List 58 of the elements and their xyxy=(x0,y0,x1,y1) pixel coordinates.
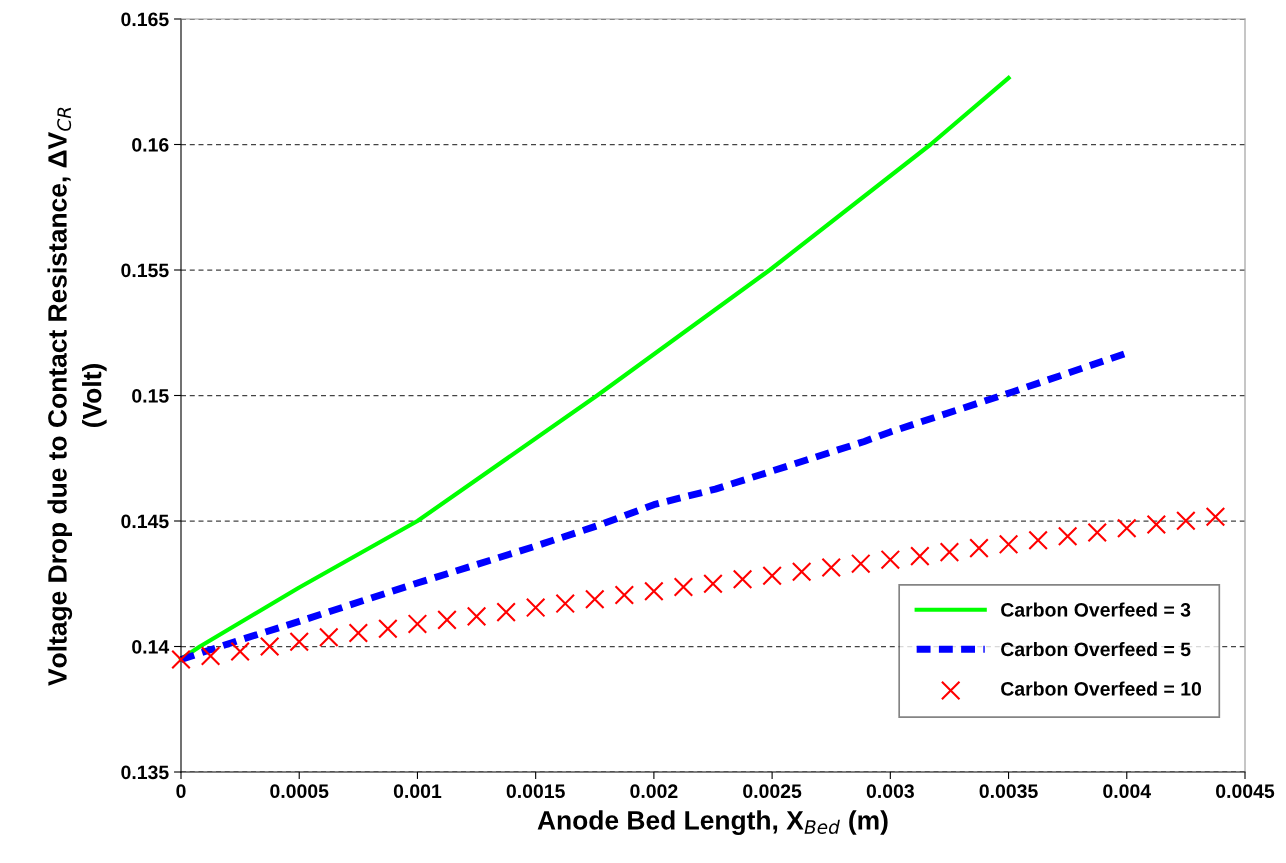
y-tick-label: 0.145 xyxy=(121,514,169,529)
y-tick-label: 0.14 xyxy=(132,639,170,654)
x-tick-label: 0.0015 xyxy=(506,784,565,799)
point xyxy=(200,646,221,666)
legend-label: Carbon Overfeed = 3 xyxy=(1001,602,1191,617)
point xyxy=(289,631,310,652)
point xyxy=(496,602,516,622)
point xyxy=(584,589,605,610)
y-tick-label: 0.165 xyxy=(121,12,169,27)
point xyxy=(555,593,576,614)
point xyxy=(850,553,871,574)
point xyxy=(348,623,369,643)
legend-label: Carbon Overfeed = 10 xyxy=(1001,681,1202,696)
point xyxy=(1176,510,1196,531)
point xyxy=(939,542,960,562)
point xyxy=(821,557,842,578)
point xyxy=(614,585,635,605)
point xyxy=(910,546,930,566)
point xyxy=(259,636,280,657)
point xyxy=(1146,514,1167,535)
point xyxy=(230,641,250,662)
x-axis-title: Anode Bed Length, X$_{Bed}$ (m) xyxy=(537,810,888,835)
point xyxy=(880,549,901,570)
x-tick-label: 0.002 xyxy=(630,784,678,799)
point xyxy=(969,538,989,558)
point xyxy=(762,565,782,586)
point xyxy=(1028,530,1048,551)
legend-label: Carbon Overfeed = 5 xyxy=(1001,641,1191,657)
point xyxy=(407,614,428,634)
x-tick-label: 0.0035 xyxy=(979,784,1038,799)
point xyxy=(791,561,812,582)
x-tick-label: 0.0025 xyxy=(743,784,802,799)
point xyxy=(644,581,664,602)
x-tick-label: 0.004 xyxy=(1103,784,1152,799)
text: Voltage Drop due to Contact Resistance, ΔV$_{CR}$ (Volt) xyxy=(47,107,107,686)
x-tick-label: 0.003 xyxy=(866,784,914,799)
x-tick-label: 0.001 xyxy=(393,784,442,799)
point xyxy=(1205,506,1226,527)
point xyxy=(673,577,694,597)
point xyxy=(703,573,723,594)
point xyxy=(732,569,753,590)
x-tick-label: 0.0045 xyxy=(1216,784,1275,799)
y-tick-label: 0.155 xyxy=(121,263,169,278)
point xyxy=(1057,526,1078,547)
x-tick-label: 0 xyxy=(176,784,186,799)
x-tick-label: 0.0005 xyxy=(270,784,329,799)
y-tick-label: 0.16 xyxy=(132,137,169,152)
point xyxy=(525,597,546,618)
point xyxy=(171,649,191,670)
y-tick-label: 0.135 xyxy=(121,765,169,780)
point xyxy=(1087,522,1108,543)
point xyxy=(998,534,1019,555)
point xyxy=(437,610,457,630)
point xyxy=(1116,518,1137,539)
point xyxy=(318,627,339,648)
y-tick-label: 0.15 xyxy=(132,388,169,403)
point xyxy=(378,618,398,639)
point xyxy=(466,606,487,627)
